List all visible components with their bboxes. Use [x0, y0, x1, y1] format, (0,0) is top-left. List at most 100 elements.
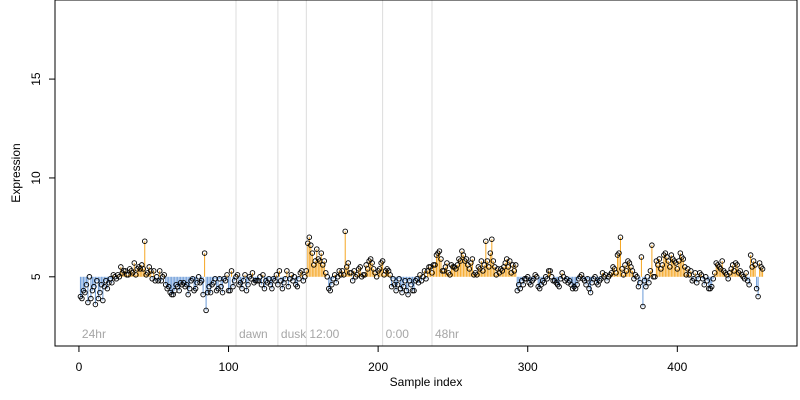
- data-point: [306, 234, 313, 241]
- data-point: [656, 256, 663, 262]
- data-point: [619, 266, 625, 272]
- data-point: [258, 281, 265, 288]
- data-point: [447, 272, 453, 278]
- data-point: [524, 274, 531, 280]
- data-point: [688, 268, 694, 274]
- data-point: [646, 279, 652, 286]
- data-point: [275, 281, 281, 288]
- data-point: [86, 274, 93, 280]
- data-point: [88, 295, 94, 302]
- data-point: [620, 272, 627, 278]
- data-point: [249, 270, 256, 276]
- data-point: [622, 262, 628, 268]
- data-point: [242, 272, 248, 278]
- data-point: [520, 281, 526, 288]
- data-point: [429, 270, 435, 276]
- x-axis-title: Sample index: [390, 375, 463, 389]
- data-point: [734, 262, 740, 268]
- data-point: [227, 287, 233, 294]
- data-point: [674, 266, 681, 272]
- data-point: [649, 242, 655, 248]
- x-tick-label: 300: [518, 360, 538, 374]
- data-point: [125, 272, 132, 278]
- condition-label: 24hr: [82, 327, 106, 341]
- data-point: [463, 256, 470, 262]
- data-point: [321, 258, 328, 264]
- data-point: [641, 278, 648, 284]
- data-point: [351, 268, 357, 274]
- data-point: [746, 281, 752, 288]
- data-point: [261, 285, 268, 292]
- data-point: [396, 276, 402, 282]
- data-point: [755, 293, 761, 300]
- condition-label: 12:00: [309, 327, 339, 341]
- data-point: [294, 283, 301, 290]
- data-point: [279, 285, 286, 292]
- data-point: [291, 274, 298, 280]
- data-point: [638, 254, 645, 260]
- condition-label: dusk: [281, 327, 307, 341]
- y-tick-label: 5: [29, 273, 43, 280]
- data-point: [85, 299, 91, 306]
- data-point: [478, 258, 485, 264]
- data-point: [218, 283, 224, 290]
- data-point: [667, 264, 673, 270]
- data-point: [432, 262, 438, 268]
- data-point: [243, 287, 250, 294]
- data-point: [486, 264, 492, 270]
- data-point: [759, 266, 766, 272]
- data-point: [219, 289, 226, 296]
- data-point: [318, 250, 325, 256]
- data-point: [133, 272, 139, 278]
- data-point: [340, 272, 347, 278]
- data-point: [511, 268, 518, 274]
- data-point: [513, 262, 519, 268]
- data-point: [393, 287, 399, 294]
- data-point: [245, 281, 251, 288]
- data-point: [198, 278, 205, 284]
- data-point: [222, 278, 229, 284]
- data-point: [192, 285, 199, 292]
- data-point: [680, 256, 687, 262]
- data-point: [436, 248, 443, 254]
- data-point: [752, 262, 758, 268]
- data-point: [357, 264, 363, 270]
- data-point: [489, 236, 495, 242]
- data-point: [91, 283, 97, 290]
- data-point: [345, 260, 351, 266]
- data-point: [421, 268, 428, 274]
- condition-label: 48hr: [435, 327, 459, 341]
- data-point: [161, 272, 167, 278]
- data-point: [466, 266, 473, 272]
- data-point: [104, 285, 111, 292]
- data-point: [544, 276, 550, 282]
- data-point: [683, 272, 690, 278]
- data-point: [583, 281, 589, 288]
- data-point: [284, 268, 290, 274]
- data-point: [725, 276, 731, 282]
- data-point: [109, 279, 115, 286]
- data-point: [574, 281, 580, 288]
- data-point: [186, 285, 193, 292]
- data-point: [617, 234, 624, 241]
- data-point: [710, 276, 716, 282]
- data-point: [228, 268, 235, 274]
- data-point: [155, 278, 161, 284]
- data-point: [676, 258, 682, 264]
- data-point: [234, 272, 241, 278]
- data-point: [142, 238, 148, 244]
- data-point: [165, 283, 172, 290]
- data-point: [260, 272, 266, 278]
- data-point: [469, 256, 476, 262]
- data-point: [147, 268, 154, 274]
- data-point: [309, 250, 316, 256]
- data-point: [643, 283, 649, 290]
- data-point: [79, 295, 85, 302]
- data-point: [303, 268, 310, 274]
- data-point: [342, 228, 348, 235]
- data-point: [201, 250, 208, 256]
- data-point: [460, 252, 467, 258]
- data-point: [118, 264, 124, 270]
